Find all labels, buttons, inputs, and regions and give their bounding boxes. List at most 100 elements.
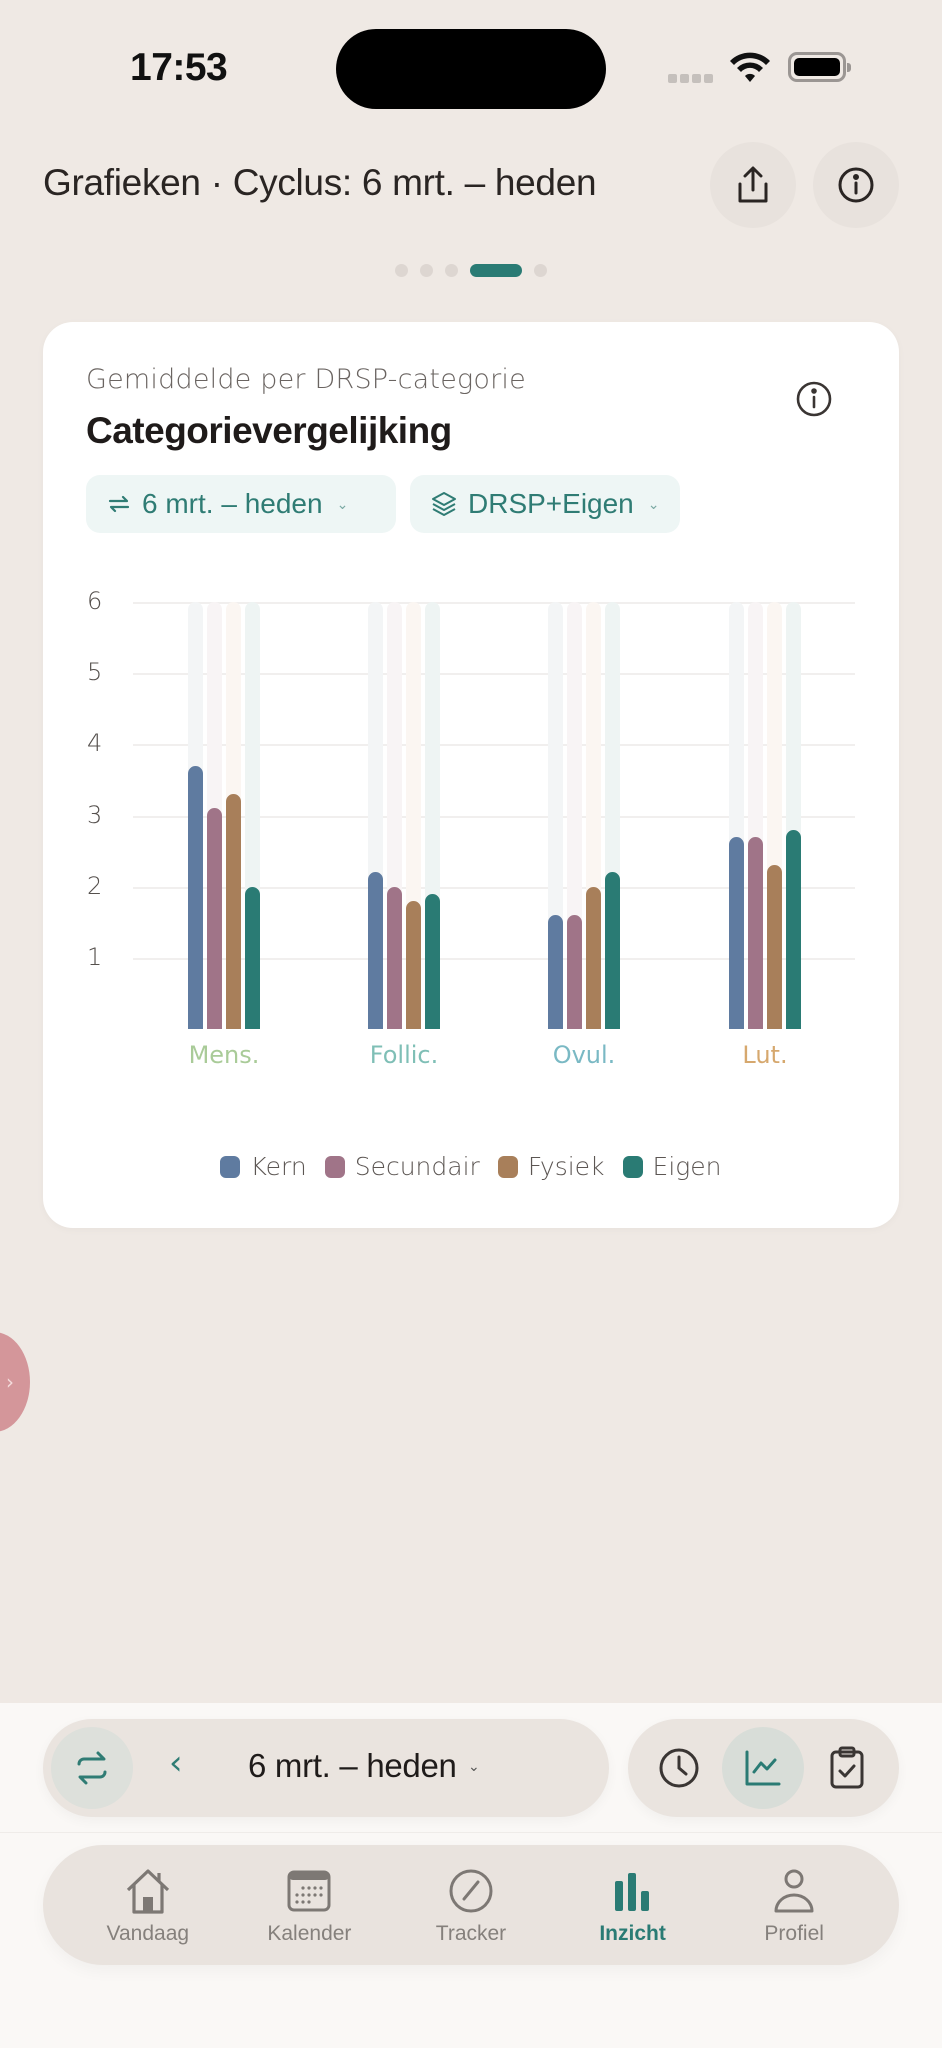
info-icon: [796, 381, 832, 417]
range-label-button[interactable]: 6 mrt. – heden: [248, 1747, 457, 1784]
previous-range-button[interactable]: ‹: [169, 1743, 183, 1783]
checklist-view-button[interactable]: [806, 1727, 888, 1809]
clock-icon: [659, 1748, 699, 1788]
tab-label: Vandaag: [106, 1922, 190, 1945]
gridline: [133, 602, 855, 604]
info-button[interactable]: [813, 142, 899, 228]
bar-kern-mens[interactable]: [188, 765, 203, 1029]
legend-item: Eigen: [622, 1152, 722, 1181]
status-time: 17:53: [130, 46, 228, 89]
history-view-button[interactable]: [638, 1727, 720, 1809]
bar-kern-follic[interactable]: [368, 872, 383, 1029]
legend-swatch: [220, 1155, 241, 1178]
legend-label: Secundair: [354, 1152, 480, 1181]
page-indicator[interactable]: [0, 264, 942, 277]
x-axis-label: Follic.: [369, 1041, 439, 1069]
status-bar: 17:53: [0, 0, 942, 120]
wifi-icon: [728, 52, 772, 88]
y-tick-label: 6: [87, 587, 103, 615]
bar-fysiek-mens[interactable]: [226, 794, 241, 1029]
y-tick-label: 2: [87, 871, 103, 900]
x-axis-label: Mens.: [188, 1041, 260, 1069]
chevron-down-icon: ⌄: [647, 495, 660, 512]
tab-bar: Vandaag Kalender Tracker Inzicht Profiel: [43, 1845, 899, 1965]
calendar-icon: [287, 1870, 331, 1912]
tab-tracker[interactable]: Tracker: [396, 1864, 546, 1946]
clipboard-check-icon: [830, 1746, 864, 1789]
bar-kern-lut[interactable]: [729, 836, 744, 1029]
legend-item: Kern: [220, 1152, 307, 1181]
tab-kalender[interactable]: Kalender: [234, 1864, 384, 1946]
x-axis-label: Ovul.: [552, 1041, 616, 1069]
chart-view-button[interactable]: [722, 1727, 804, 1809]
legend-label: Eigen: [652, 1152, 722, 1181]
legend-label: Fysiek: [527, 1152, 605, 1181]
tab-label: Tracker: [435, 1922, 507, 1945]
bar-secundair-follic[interactable]: [387, 886, 402, 1029]
page-dot[interactable]: [534, 264, 547, 277]
range-selector: ‹ 6 mrt. – heden ⌄: [43, 1719, 609, 1817]
bar-eigen-lut[interactable]: [786, 829, 801, 1029]
bar-eigen-follic[interactable]: [425, 893, 440, 1029]
legend-label: Kern: [250, 1152, 307, 1181]
cycle-icon: [108, 495, 130, 513]
bar-eigen-ovul[interactable]: [605, 872, 620, 1029]
bar-secundair-mens[interactable]: [207, 808, 222, 1029]
dynamic-island: [336, 29, 606, 109]
category-comparison-card: Gemiddelde per DRSP-categorie Categoriev…: [43, 322, 899, 1228]
chevron-right-icon: ›: [6, 1370, 14, 1394]
page-dot[interactable]: [420, 264, 433, 277]
bar-kern-ovul[interactable]: [548, 915, 563, 1029]
x-axis-label: Lut.: [742, 1041, 788, 1069]
gridline: [133, 744, 855, 747]
share-button[interactable]: [710, 142, 796, 228]
gridline: [133, 673, 855, 676]
bar-secundair-ovul[interactable]: [567, 915, 582, 1029]
tab-label: Inzicht: [599, 1922, 666, 1945]
page-title: Grafieken · Cyclus: 6 mrt. – heden: [43, 162, 597, 203]
card-info-button[interactable]: [795, 380, 833, 422]
category-filter-chip[interactable]: DRSP+Eigen ⌄: [410, 475, 680, 533]
chevron-down-icon: ⌄: [468, 1759, 480, 1775]
share-icon: [738, 166, 768, 203]
tab-vandaag[interactable]: Vandaag: [73, 1864, 223, 1946]
battery-icon: [788, 52, 851, 82]
y-tick-label: 4: [87, 729, 103, 758]
bar-fysiek-ovul[interactable]: [586, 886, 601, 1029]
y-tick-label: 1: [87, 942, 103, 971]
tab-inzicht[interactable]: Inzicht: [558, 1864, 708, 1946]
chevron-down-icon: ⌄: [336, 495, 349, 512]
card-subtitle: Gemiddelde per DRSP-categorie: [86, 364, 526, 395]
view-switcher: [628, 1719, 899, 1817]
gridline: [133, 886, 855, 889]
cycle-toggle-button[interactable]: [51, 1727, 133, 1809]
page-dot[interactable]: [445, 264, 458, 277]
person-icon: [774, 1869, 814, 1913]
tab-label: Kalender: [267, 1922, 352, 1945]
page-dot-active[interactable]: [470, 264, 522, 277]
bar-fysiek-lut[interactable]: [767, 865, 782, 1029]
page-header: Grafieken · Cyclus: 6 mrt. – heden: [0, 140, 942, 230]
cycle-range-chip[interactable]: 6 mrt. – heden ⌄: [86, 475, 396, 533]
legend-swatch: [324, 1155, 345, 1178]
info-icon: [838, 167, 874, 203]
bar-fysiek-follic[interactable]: [406, 900, 421, 1029]
cycle-range-chip-label: 6 mrt. – heden: [142, 488, 323, 519]
cycle-icon: [77, 1751, 107, 1785]
bar-eigen-mens[interactable]: [245, 886, 260, 1029]
bar-secundair-lut[interactable]: [748, 836, 763, 1029]
tab-profiel[interactable]: Profiel: [719, 1864, 869, 1946]
category-filter-chip-label: DRSP+Eigen: [468, 488, 634, 519]
legend-swatch: [622, 1155, 643, 1178]
page-dot[interactable]: [395, 264, 408, 277]
layers-icon: [432, 492, 456, 516]
bottom-controls: ‹ 6 mrt. – heden ⌄ Vandaag Kalender: [0, 1703, 942, 2048]
chart-legend: Kern Secundair Fysiek Eigen: [43, 1152, 899, 1181]
bar-chart: 1 2 3 4 5 6 Mens. Follic. Ovul. Lut.: [43, 572, 899, 1132]
line-chart-icon: [745, 1750, 781, 1786]
tab-label: Profiel: [764, 1922, 824, 1945]
side-drawer-handle[interactable]: ›: [0, 1332, 30, 1432]
gridline: [133, 815, 855, 818]
legend-swatch: [497, 1155, 518, 1178]
gridline: [133, 957, 855, 960]
